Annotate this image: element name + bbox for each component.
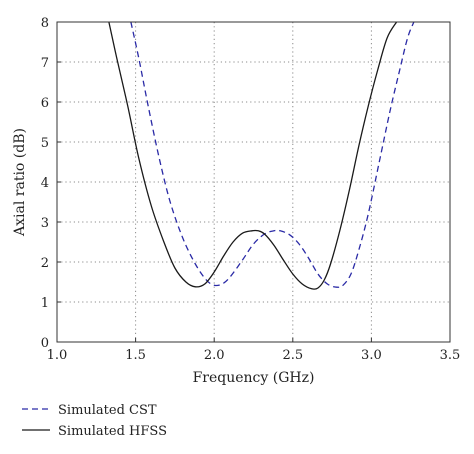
y-tick-label: 8 xyxy=(41,16,49,31)
y-tick-label: 5 xyxy=(41,136,49,151)
y-axis-title: Axial ratio (dB) xyxy=(12,128,28,237)
y-tick-label: 1 xyxy=(41,296,49,311)
x-tick-label: 2.0 xyxy=(204,348,225,363)
x-tick-label: 2.5 xyxy=(282,348,303,363)
x-tick-label: 1.5 xyxy=(125,348,146,363)
x-axis-title: Frequency (GHz) xyxy=(193,370,315,386)
y-tick-label: 7 xyxy=(41,56,49,71)
x-tick-label: 1.0 xyxy=(47,348,68,363)
legend-label-simulated-cst: Simulated CST xyxy=(58,403,157,418)
legend: Simulated CST Simulated HFSS xyxy=(22,403,167,439)
y-tick-label: 0 xyxy=(41,336,49,351)
grid-layer xyxy=(57,22,450,342)
series-line-simulated-cst xyxy=(130,22,415,288)
legend-label-simulated-hfss: Simulated HFSS xyxy=(58,424,167,439)
x-tick-label: 3.0 xyxy=(361,348,382,363)
y-tick-label: 4 xyxy=(41,176,49,191)
y-tick-label: 2 xyxy=(41,256,49,271)
tick-layer: 1.0 1.5 2.0 2.5 3.0 3.5 0 1 2 3 4 5 6 7 8 xyxy=(41,16,461,363)
series-line-simulated-hfss xyxy=(108,22,398,290)
x-tick-label: 3.5 xyxy=(440,348,461,363)
series-layer xyxy=(108,22,415,290)
y-tick-label: 3 xyxy=(41,216,49,231)
y-tick-label: 6 xyxy=(41,96,49,111)
